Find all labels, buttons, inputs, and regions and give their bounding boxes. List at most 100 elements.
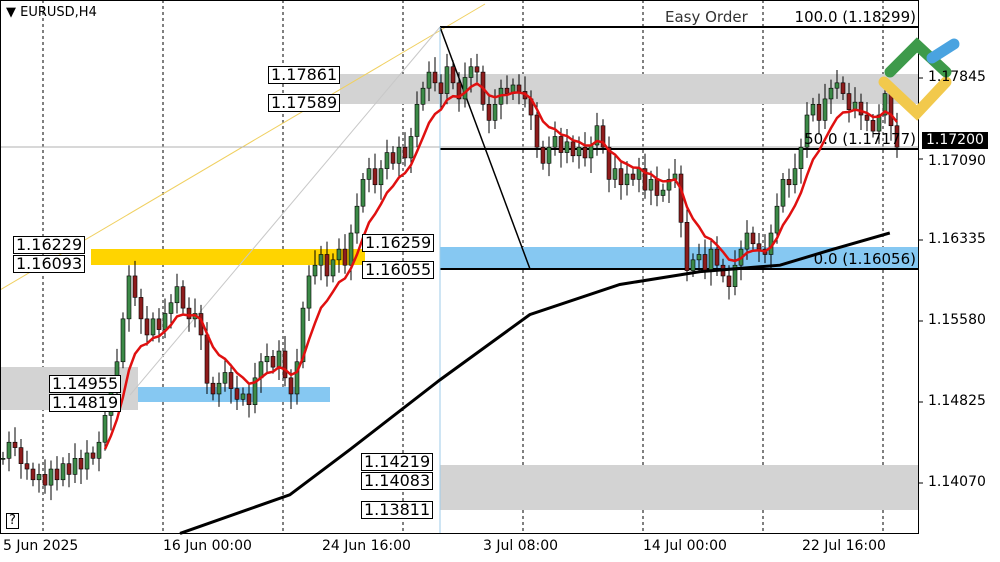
- zone-gray-bottom[interactable]: [440, 465, 918, 510]
- bull-candle: [48, 468, 54, 486]
- bull-candle: [792, 168, 798, 186]
- bear-candle: [570, 141, 576, 157]
- zone-yellow[interactable]: [91, 249, 365, 265]
- zone-price-label: 1.14219: [361, 453, 434, 471]
- y-tick-label: 1.17090: [928, 153, 986, 169]
- bull-candle: [810, 103, 816, 116]
- bull-candle: [828, 87, 834, 100]
- bull-candle: [120, 318, 126, 363]
- bear-candle: [750, 232, 756, 245]
- fibo-100-label: 100.0 (1.18299): [794, 8, 916, 26]
- bull-candle: [102, 415, 108, 443]
- bull-candle: [174, 286, 180, 304]
- chart-border: [0, 0, 919, 534]
- bull-candle: [396, 146, 402, 164]
- bear-candle: [270, 356, 276, 368]
- bull-candle: [624, 173, 630, 186]
- bear-candle: [474, 66, 480, 73]
- bear-candle: [858, 101, 864, 116]
- bear-candle: [726, 275, 732, 287]
- fibo-50-label: 50.0 (1.17177): [804, 130, 916, 148]
- bear-candle: [288, 377, 294, 395]
- bull-candle: [690, 259, 696, 271]
- bear-candle: [144, 318, 150, 336]
- zone-blue-left[interactable]: [130, 387, 330, 402]
- bear-candle: [846, 93, 852, 110]
- bull-candle: [666, 179, 672, 191]
- bull-candle: [882, 93, 888, 116]
- zone-price-label: 1.16055: [362, 261, 435, 279]
- easy-order-label[interactable]: Easy Order: [665, 8, 748, 26]
- bull-candle: [384, 152, 390, 169]
- bull-candle: [426, 71, 432, 89]
- bull-candle: [408, 136, 414, 159]
- bear-candle: [18, 447, 24, 464]
- bull-candle: [612, 168, 618, 180]
- x-tick-label: 16 Jun 00:00: [163, 538, 252, 554]
- bull-candle: [222, 372, 228, 384]
- bear-candle: [66, 463, 72, 475]
- bull-candle: [774, 205, 780, 234]
- bull-candle: [300, 307, 306, 363]
- bull-candle: [804, 114, 810, 148]
- y-tick-label: 1.17845: [928, 69, 986, 85]
- bear-candle: [684, 221, 690, 271]
- bull-candle: [72, 458, 78, 475]
- bear-candle: [888, 93, 894, 127]
- bull-candle: [660, 189, 666, 196]
- bull-candle: [366, 168, 372, 180]
- bull-candle: [462, 77, 468, 100]
- bull-candle: [798, 146, 804, 169]
- bull-candle: [168, 302, 174, 314]
- bull-candle: [276, 350, 282, 368]
- zone-blue-right[interactable]: [440, 247, 918, 269]
- bull-candle: [588, 144, 594, 159]
- bull-candle: [468, 66, 474, 78]
- bull-candle: [354, 205, 360, 234]
- bull-candle: [6, 441, 12, 459]
- bull-candle: [444, 66, 450, 94]
- bear-candle: [12, 441, 18, 448]
- bull-candle: [240, 393, 246, 400]
- bear-candle: [42, 474, 48, 486]
- bear-candle: [504, 87, 510, 94]
- y-tick-label: 1.14825: [928, 393, 986, 409]
- bear-candle: [600, 125, 606, 148]
- bear-candle: [156, 318, 162, 330]
- bull-candle: [822, 98, 828, 121]
- bear-candle: [24, 463, 30, 470]
- trend-line-gray[interactable]: [129, 26, 441, 396]
- bear-candle: [630, 173, 636, 180]
- bear-candle: [618, 168, 624, 186]
- bear-candle: [714, 248, 720, 266]
- bear-candle: [210, 382, 216, 395]
- bull-candle: [546, 146, 552, 164]
- help-button[interactable]: ?: [6, 513, 19, 529]
- bear-candle: [456, 82, 462, 100]
- bear-candle: [516, 84, 522, 92]
- bull-candle: [708, 248, 714, 271]
- bull-candle: [576, 146, 582, 157]
- symbol-title[interactable]: ▼ EURUSD,H4: [6, 5, 97, 20]
- zone-price-label: 1.13811: [361, 501, 434, 519]
- bull-candle: [420, 87, 426, 105]
- bull-candle: [360, 179, 366, 207]
- bear-candle: [642, 168, 648, 191]
- bear-candle: [90, 452, 96, 459]
- bear-candle: [324, 254, 330, 277]
- bear-candle: [78, 458, 84, 470]
- bear-candle: [540, 146, 546, 164]
- bear-candle: [138, 297, 144, 320]
- bull-candle: [306, 275, 312, 309]
- bear-candle: [894, 125, 900, 148]
- bear-candle: [132, 275, 138, 298]
- bull-candle: [96, 441, 102, 459]
- x-tick-label: 22 Jul 16:00: [802, 538, 886, 554]
- bear-candle: [438, 82, 444, 94]
- bull-candle: [312, 264, 318, 277]
- bear-candle: [204, 334, 210, 384]
- dropdown-triangle-icon[interactable]: ▼: [6, 5, 16, 20]
- bull-candle: [60, 463, 66, 481]
- bear-candle: [840, 82, 846, 94]
